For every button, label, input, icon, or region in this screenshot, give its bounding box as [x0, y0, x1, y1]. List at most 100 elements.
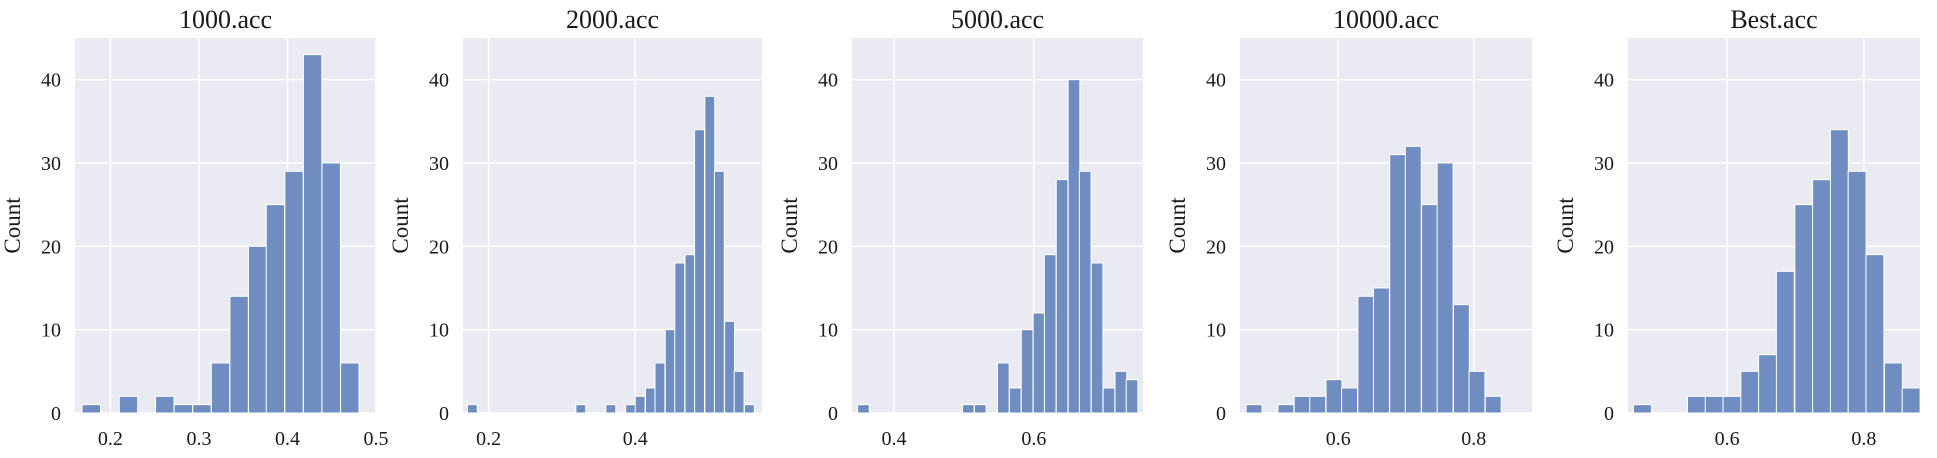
histogram-bar: [674, 262, 686, 414]
x-tick-label: 0.4: [275, 428, 300, 450]
panel-title: 1000.acc: [179, 5, 272, 34]
histogram-bar: [1032, 312, 1046, 414]
histogram-bar: [1829, 129, 1849, 414]
panel-2000-acc: 2000.acc Count 0 10 20 30 40 0.2 0.4: [388, 5, 762, 450]
y-tick-label: 30: [818, 153, 838, 175]
histogram-bar: [1293, 395, 1311, 414]
x-tick-label: 0.4: [881, 428, 906, 450]
panel-best-acc: Best.acc Count 0 10 20 30 40 0.6 0.8: [1553, 5, 1921, 450]
histogram-bar: [1794, 204, 1814, 414]
x-tick-label: 0.8: [1461, 428, 1486, 450]
histogram-bar: [1277, 404, 1295, 414]
y-tick-label: 20: [1594, 236, 1614, 258]
histogram-bar: [694, 129, 705, 414]
histogram-bar: [1125, 379, 1139, 414]
histogram-bar: [1325, 379, 1343, 414]
histogram-bar: [1055, 179, 1069, 414]
y-tick-label: 0: [828, 403, 838, 425]
histogram-bar: [634, 395, 646, 414]
histogram-bar: [1740, 370, 1760, 414]
x-tick-label: 0.6: [1715, 428, 1740, 450]
y-tick-label: 40: [429, 70, 449, 92]
histogram-bar: [1067, 79, 1081, 414]
histogram-bar: [466, 404, 478, 414]
histogram-bar: [1436, 162, 1454, 414]
histogram-bar: [1404, 145, 1422, 414]
panel-5000-acc: 5000.acc Count 0 10 20 30 40 0.4 0.6: [777, 5, 1143, 450]
y-tick-label: 0: [1604, 403, 1614, 425]
histogram-bar: [321, 162, 341, 414]
histogram-bar: [857, 404, 870, 414]
panel-10000-acc: 10000.acc Count 0 10 20 30 40 0.6 0.8: [1165, 5, 1532, 450]
panel-title: 2000.acc: [566, 5, 659, 34]
histogram-bar: [1865, 254, 1885, 414]
histogram-bar: [1114, 370, 1128, 414]
histogram-bar: [973, 404, 987, 414]
histogram-bar: [81, 404, 101, 414]
y-tick-label: 20: [429, 236, 449, 258]
histogram-bar: [1421, 204, 1438, 414]
histogram-bar: [654, 362, 666, 414]
x-tick-label: 0.6: [1021, 428, 1046, 450]
y-tick-label: 20: [41, 236, 61, 258]
histogram-bar: [173, 404, 194, 414]
histogram-bar: [1008, 387, 1022, 414]
histogram-bar: [575, 404, 587, 414]
panel-1000-acc: 1000.acc Count 0 10 20 30 40 0.2 0.3 0.4 0.5: [0, 5, 389, 450]
histogram-bar: [1901, 387, 1921, 414]
histogram-bar: [1078, 170, 1092, 414]
y-tick-label: 10: [1206, 320, 1226, 342]
panel-title: 10000.acc: [1333, 5, 1439, 34]
histogram-bar: [192, 404, 212, 414]
y-tick-label: 10: [429, 320, 449, 342]
histogram-bar: [1468, 370, 1486, 414]
y-tick-label: 30: [1206, 153, 1226, 175]
y-axis-label: Count: [777, 197, 802, 254]
histogram-bar: [1043, 254, 1057, 414]
y-tick-label: 40: [1206, 70, 1226, 92]
y-tick-label: 10: [818, 320, 838, 342]
panel-title: Best.acc: [1730, 5, 1817, 34]
y-tick-label: 20: [818, 236, 838, 258]
y-tick-label: 30: [1594, 153, 1614, 175]
y-axis-label: Count: [388, 197, 413, 254]
x-tick-label: 0.5: [364, 428, 389, 450]
y-tick-label: 10: [1594, 320, 1614, 342]
y-tick-label: 40: [818, 70, 838, 92]
panel-title: 5000.acc: [951, 5, 1044, 34]
histogram-bar: [1758, 354, 1778, 414]
histogram-bar: [1389, 154, 1407, 414]
x-tick-label: 0.2: [98, 428, 123, 450]
histogram-bar: [302, 54, 323, 414]
histogram-bar: [644, 387, 656, 414]
histogram-bar: [1357, 295, 1375, 414]
y-axis-label: Count: [1165, 197, 1190, 254]
y-axis-label: Count: [1553, 197, 1578, 254]
y-tick-label: 30: [41, 153, 61, 175]
histogram-bar: [1722, 395, 1742, 414]
histogram-bar: [1484, 395, 1502, 414]
histogram-bar: [1372, 287, 1390, 414]
x-tick-label: 0.8: [1851, 428, 1876, 450]
histogram-bar: [1883, 362, 1903, 414]
histogram-bar: [997, 362, 1010, 414]
histogram-bar: [229, 295, 249, 414]
histogram-bar: [248, 245, 268, 414]
y-tick-label: 10: [41, 320, 61, 342]
histogram-bar: [284, 170, 304, 414]
histogram-bar: [265, 204, 286, 414]
histogram-bar: [962, 404, 975, 414]
y-axis-label: Count: [0, 197, 25, 254]
histogram-bar: [1245, 404, 1263, 414]
histogram-bar: [1102, 387, 1116, 414]
histogram-bar: [210, 362, 231, 414]
histogram-bar: [713, 170, 725, 414]
histogram-bar: [1020, 329, 1034, 414]
y-tick-label: 0: [1216, 403, 1226, 425]
histogram-bar: [605, 404, 617, 414]
histogram-bar: [1090, 262, 1104, 414]
histogram-bar: [1812, 179, 1832, 414]
histogram-bar: [155, 395, 175, 414]
histogram-bar: [1341, 387, 1359, 414]
